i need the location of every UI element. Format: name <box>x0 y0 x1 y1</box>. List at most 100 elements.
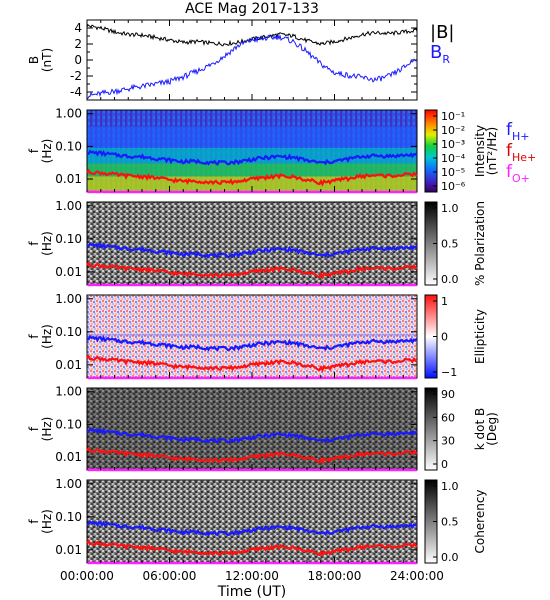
panel-polarization: 1.00 0.10 0.01 f (Hz) 1.0 0.5 0.0 % Polarization <box>27 199 487 287</box>
panel-ellipticity: 1.00 0.10 0.01 f (Hz) 1 0 −1 Ellipticity <box>27 292 487 380</box>
colorbar-label: Intensity <box>473 125 487 177</box>
colorbar-intensity <box>424 109 438 193</box>
spec-ylabel: f <box>27 241 41 246</box>
colorbar-label: (Deg) <box>485 412 499 446</box>
panel-coherency-spectrogram <box>87 480 417 563</box>
figure-title: ACE Mag 2017-133 <box>185 1 319 17</box>
gyro-line-f-heplus <box>86 261 418 280</box>
gyro-line-f-heplus <box>86 446 418 465</box>
colorbar-label: (nT²/Hz) <box>485 127 499 175</box>
spec-ylabel-units: (Hz) <box>40 324 54 349</box>
colorbar-tick-label: 0.5 <box>441 238 459 251</box>
panel-kdotb-spectrogram <box>87 388 417 470</box>
x-tick-label: 18:00:00 <box>308 569 362 583</box>
x-tick-label: 06:00:00 <box>143 569 197 583</box>
colorbar-kdotb <box>424 387 438 471</box>
x-tick-label: 00:00:00 <box>60 569 114 583</box>
field-series-br <box>86 34 418 100</box>
field-ylabel: B <box>27 56 41 64</box>
legend-field-sub: R <box>442 53 450 66</box>
panel-field: 4 2 0 -2 -4 B (nT) <box>27 19 418 101</box>
spec-ylabel-units: (Hz) <box>40 139 54 164</box>
intensity-band <box>87 163 417 177</box>
colorbar-tick-label: 10⁻³ <box>441 138 465 151</box>
colorbar-tick-label: 0.5 <box>441 516 459 529</box>
spec-ytick-label: 0.01 <box>55 358 82 372</box>
field-ytick-label: -4 <box>70 85 82 99</box>
spec-ylabel: f <box>27 334 41 339</box>
colorbar-tick-label: 90 <box>441 388 455 401</box>
panel-polarization-spectrogram <box>87 202 417 285</box>
colorbar-tick-label: 0.0 <box>441 551 459 564</box>
colorbar-tick-label: 60 <box>441 411 455 424</box>
colorbar-tick-label: −1 <box>441 366 457 379</box>
panel-kdotb: 1.00 0.10 0.01 f (Hz) 90 60 30 0 k dot B(Deg) <box>27 385 499 472</box>
x-axis-label: Time (UT) <box>217 584 286 600</box>
gyro-line-f-hplus <box>86 427 418 444</box>
colorbar-label: Coherency <box>473 489 487 553</box>
panel-ellipticity-spectrogram <box>87 295 417 378</box>
spec-ylabel: f <box>27 426 41 431</box>
field-ytick-label: 4 <box>74 21 82 35</box>
gyro-line-f-hplus <box>86 241 418 259</box>
colorbar-tick-label: 10⁻⁴ <box>441 152 466 165</box>
colorbar-label: Ellipticity <box>473 309 487 364</box>
colorbar-label: k dot B <box>473 408 487 450</box>
x-tick-label: 12:00:00 <box>225 569 279 583</box>
spec-ylabel-units: (Hz) <box>40 509 54 534</box>
x-axis: 00:00:00 06:00:00 12:00:00 18:00:00 24:00:00 <box>60 569 444 583</box>
spec-ylabel: f <box>27 519 41 524</box>
colorbar-tick-label: 1 <box>441 295 448 308</box>
gyro-line-f-hplus <box>86 519 418 537</box>
legend-freq-sub: He+ <box>512 151 536 164</box>
spec-ytick-label: 0.10 <box>55 417 82 431</box>
colorbar-tick-label: 0.0 <box>441 273 459 286</box>
colorbar-tick-label: 10⁻² <box>441 124 465 137</box>
spec-ytick-label: 0.10 <box>55 139 82 153</box>
legend-frequency: fH+fHe+fO+ <box>506 120 536 185</box>
spec-ytick-label: 1.00 <box>55 199 82 213</box>
spec-ytick-label: 0.10 <box>55 510 82 524</box>
field-ylabel-units: (nT) <box>40 48 54 72</box>
spec-ytick-label: 0.01 <box>55 265 82 279</box>
colorbar-label: % Polarization <box>473 201 487 286</box>
panel-coherency: 1.00 0.10 0.01 f (Hz) 1.0 0.5 0.0 Coherency <box>27 477 487 565</box>
spec-ytick-label: 0.01 <box>55 450 82 464</box>
colorbar-tick-label: 10⁻¹ <box>441 110 465 123</box>
colorbar-tick-label: 0 <box>441 331 448 344</box>
colorbar-tick-label: 30 <box>441 435 455 448</box>
legend-field: |B|BR <box>430 22 454 66</box>
spec-ytick-label: 0.10 <box>55 325 82 339</box>
legend-freq-item: fHe+ <box>506 141 536 164</box>
gyro-line-f-heplus <box>86 539 418 558</box>
spec-ytick-label: 0.10 <box>55 232 82 246</box>
field-ytick-label: 0 <box>74 53 82 67</box>
field-ytick-label: -2 <box>70 69 82 83</box>
spec-ylabel-units: (Hz) <box>40 231 54 256</box>
colorbar-tick-label: 0 <box>441 458 448 471</box>
legend-freq-item: fH+ <box>506 120 530 143</box>
spec-ytick-label: 0.01 <box>55 543 82 557</box>
spec-ytick-label: 1.00 <box>55 385 82 399</box>
legend-field-item: BR <box>430 42 450 66</box>
gyro-line-f-heplus <box>86 354 418 373</box>
gyro-line-f-hplus <box>86 149 418 166</box>
legend-freq-sub: O+ <box>512 172 530 185</box>
spec-ytick-label: 0.01 <box>55 172 82 186</box>
legend-freq-item: fO+ <box>506 162 530 185</box>
spec-ylabel: f <box>27 148 41 153</box>
legend-freq-sub: H+ <box>512 130 530 143</box>
spec-ylabel-units: (Hz) <box>40 417 54 442</box>
panel-intensity: 1.00 0.10 0.01 f (Hz) 10⁻¹10⁻²10⁻³10⁻⁴10⁻⁵10⁻… <box>27 107 499 194</box>
legend-field-item: |B| <box>430 22 454 43</box>
spec-ytick-label: 1.00 <box>55 292 82 306</box>
colorbar-tick-label: 10⁻⁵ <box>441 166 465 179</box>
intensity-band <box>87 126 417 148</box>
field-ytick-label: 2 <box>74 37 82 51</box>
colorbar-tick-label: 1.0 <box>441 202 459 215</box>
colorbar-tick-label: 1.0 <box>441 480 459 493</box>
colorbar-tick-label: 10⁻⁶ <box>441 180 466 193</box>
spec-ytick-label: 1.00 <box>55 477 82 491</box>
x-tick-label: 24:00:00 <box>390 569 444 583</box>
